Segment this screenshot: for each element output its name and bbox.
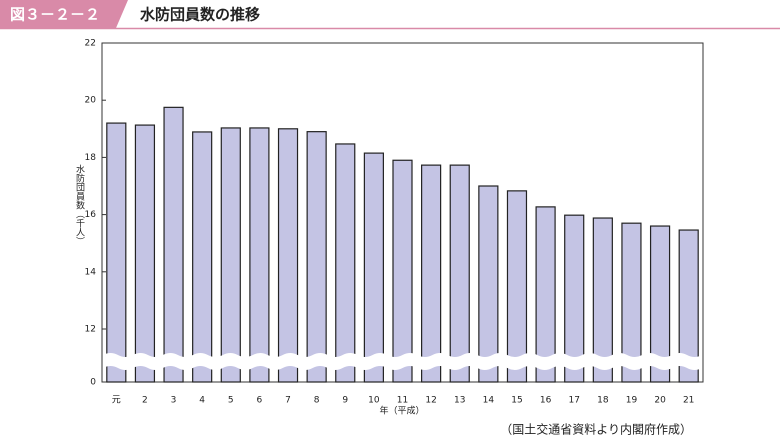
y-tick-label: 22 (85, 39, 96, 49)
x-tick-label: 17 (568, 396, 579, 406)
y-tick-label: 18 (85, 153, 97, 163)
bar (621, 222, 642, 383)
bar (192, 131, 213, 383)
y-tick-label: 0 (90, 378, 96, 388)
source-note: （国土交通省資料より内閣府作成） (500, 422, 692, 437)
figure-label: 図３－２－２ (10, 6, 100, 24)
bar (134, 124, 156, 383)
bar (249, 127, 270, 383)
y-tick-label: 20 (85, 96, 97, 106)
x-tick-label: 12 (425, 396, 436, 406)
bar (506, 190, 528, 383)
bar (535, 206, 556, 383)
bar (392, 159, 413, 383)
x-axis-label: 年（平成） (379, 405, 424, 417)
y-tick-label: 14 (85, 267, 97, 277)
bar (564, 214, 585, 383)
x-tick-label: 9 (342, 396, 348, 406)
x-tick-label: 15 (511, 396, 522, 406)
bar (163, 106, 184, 383)
x-tick-label: 20 (654, 396, 666, 406)
bar (106, 122, 127, 383)
bar (335, 143, 356, 383)
y-tick-label: 12 (85, 325, 96, 335)
x-tick-label: 2 (142, 396, 148, 406)
x-tick-label: 5 (228, 396, 234, 406)
x-tick-label: 7 (285, 396, 291, 406)
bar (363, 152, 384, 383)
bar (421, 164, 442, 383)
bar (678, 229, 699, 383)
x-tick-label: 4 (199, 396, 205, 406)
x-tick-label: 6 (257, 396, 263, 406)
x-tick-label: 3 (171, 396, 177, 406)
y-tick-label: 16 (85, 210, 97, 220)
x-tick-label: 13 (454, 396, 465, 406)
x-tick-label: 11 (397, 396, 408, 406)
x-tick-label: 16 (540, 396, 552, 406)
bar (220, 127, 241, 383)
bar (478, 185, 499, 383)
chart-title: 水防団員数の推移 (140, 6, 260, 24)
x-tick-label: 18 (597, 396, 609, 406)
bar (592, 217, 613, 383)
bar (449, 164, 470, 383)
x-tick-label: 19 (626, 396, 638, 406)
x-tick-label: 元 (112, 396, 121, 406)
x-tick-label: 10 (368, 396, 380, 406)
header-label-bg (0, 0, 128, 28)
axis-break (103, 353, 702, 370)
x-tick-label: 21 (683, 396, 694, 406)
bar (306, 131, 327, 383)
x-tick-label: 8 (314, 396, 320, 406)
bar (277, 128, 299, 383)
y-axis-label: 水防団員数（千人） (74, 163, 85, 245)
bar (649, 225, 671, 383)
x-tick-label: 14 (483, 396, 495, 406)
